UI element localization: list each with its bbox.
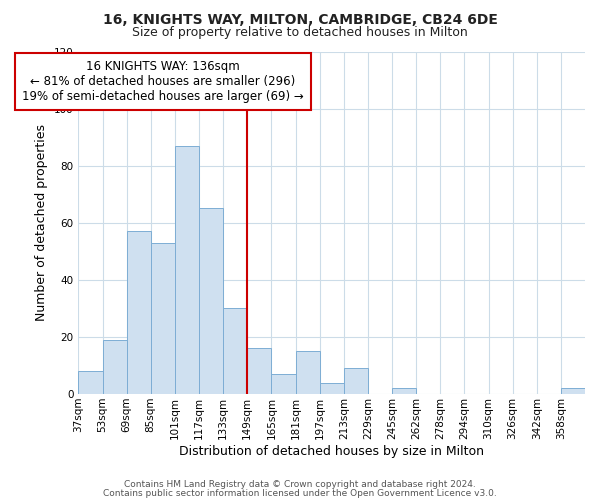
Bar [127, 232, 151, 394]
Bar [320, 382, 344, 394]
Y-axis label: Number of detached properties: Number of detached properties [35, 124, 48, 322]
Text: Contains public sector information licensed under the Open Government Licence v3: Contains public sector information licen… [103, 488, 497, 498]
Bar [223, 308, 247, 394]
Text: 16 KNIGHTS WAY: 136sqm
← 81% of detached houses are smaller (296)
19% of semi-de: 16 KNIGHTS WAY: 136sqm ← 81% of detached… [22, 60, 304, 103]
Bar [199, 208, 223, 394]
Bar [271, 374, 296, 394]
Text: 16, KNIGHTS WAY, MILTON, CAMBRIDGE, CB24 6DE: 16, KNIGHTS WAY, MILTON, CAMBRIDGE, CB24… [103, 12, 497, 26]
Bar [344, 368, 368, 394]
Bar [151, 243, 175, 394]
X-axis label: Distribution of detached houses by size in Milton: Distribution of detached houses by size … [179, 444, 484, 458]
Bar [247, 348, 271, 394]
Bar [79, 371, 103, 394]
Text: Size of property relative to detached houses in Milton: Size of property relative to detached ho… [132, 26, 468, 39]
Bar [103, 340, 127, 394]
Bar [175, 146, 199, 394]
Bar [392, 388, 416, 394]
Bar [561, 388, 585, 394]
Bar [296, 351, 320, 394]
Text: Contains HM Land Registry data © Crown copyright and database right 2024.: Contains HM Land Registry data © Crown c… [124, 480, 476, 489]
